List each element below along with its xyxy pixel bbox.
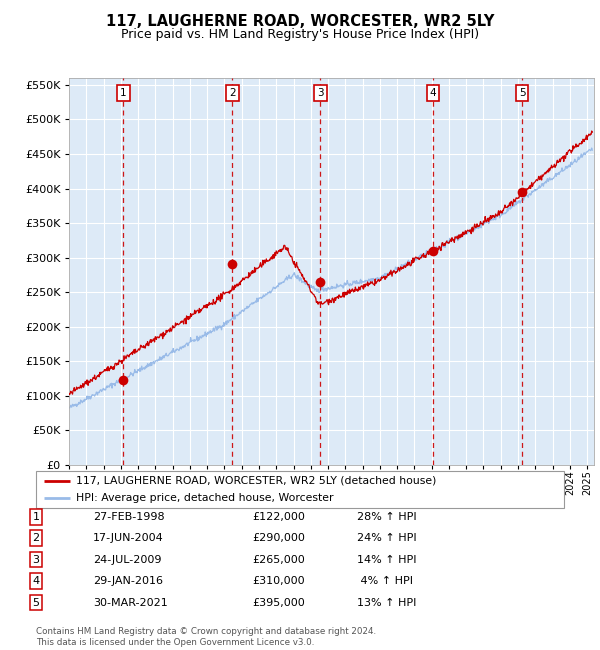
Text: 5: 5	[32, 597, 40, 608]
Text: 2: 2	[229, 88, 236, 97]
Text: Contains HM Land Registry data © Crown copyright and database right 2024.
This d: Contains HM Land Registry data © Crown c…	[36, 627, 376, 647]
Text: 27-FEB-1998: 27-FEB-1998	[93, 512, 164, 522]
Text: 30-MAR-2021: 30-MAR-2021	[93, 597, 168, 608]
FancyBboxPatch shape	[36, 471, 564, 508]
Text: HPI: Average price, detached house, Worcester: HPI: Average price, detached house, Worc…	[76, 493, 333, 503]
Text: £310,000: £310,000	[252, 576, 305, 586]
Text: £122,000: £122,000	[252, 512, 305, 522]
Text: 4: 4	[430, 88, 436, 97]
Text: 117, LAUGHERNE ROAD, WORCESTER, WR2 5LY (detached house): 117, LAUGHERNE ROAD, WORCESTER, WR2 5LY …	[76, 476, 436, 486]
Text: 117, LAUGHERNE ROAD, WORCESTER, WR2 5LY: 117, LAUGHERNE ROAD, WORCESTER, WR2 5LY	[106, 14, 494, 29]
Text: £395,000: £395,000	[252, 597, 305, 608]
Text: 3: 3	[32, 554, 40, 565]
Text: 5: 5	[519, 88, 526, 97]
Text: £290,000: £290,000	[252, 533, 305, 543]
Text: 1: 1	[120, 88, 127, 97]
Text: 1: 1	[32, 512, 40, 522]
Text: 24-JUL-2009: 24-JUL-2009	[93, 554, 161, 565]
Text: 17-JUN-2004: 17-JUN-2004	[93, 533, 164, 543]
Text: 2: 2	[32, 533, 40, 543]
Text: 4% ↑ HPI: 4% ↑ HPI	[357, 576, 413, 586]
Text: 4: 4	[32, 576, 40, 586]
Text: 3: 3	[317, 88, 324, 97]
Text: 24% ↑ HPI: 24% ↑ HPI	[357, 533, 416, 543]
Text: 14% ↑ HPI: 14% ↑ HPI	[357, 554, 416, 565]
Text: 13% ↑ HPI: 13% ↑ HPI	[357, 597, 416, 608]
Text: Price paid vs. HM Land Registry's House Price Index (HPI): Price paid vs. HM Land Registry's House …	[121, 28, 479, 41]
Text: 28% ↑ HPI: 28% ↑ HPI	[357, 512, 416, 522]
Text: £265,000: £265,000	[252, 554, 305, 565]
Text: 29-JAN-2016: 29-JAN-2016	[93, 576, 163, 586]
